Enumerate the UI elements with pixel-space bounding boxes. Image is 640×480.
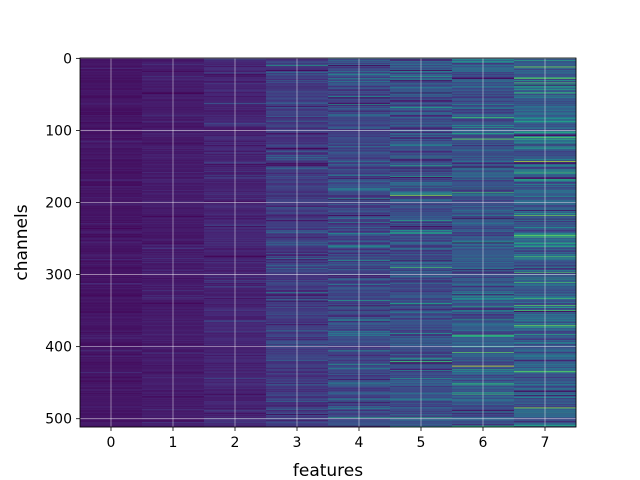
y-tick-label: 500	[45, 412, 72, 428]
x-tick-label: 2	[231, 435, 240, 451]
x-tick-label: 4	[355, 435, 364, 451]
y-tick-label: 0	[63, 51, 72, 67]
x-tick-label: 6	[479, 435, 488, 451]
plot-frame	[79, 57, 577, 428]
heatmap-cells	[80, 58, 577, 428]
y-tick-label: 100	[45, 123, 72, 139]
x-tick-label: 1	[169, 435, 178, 451]
grid	[80, 57, 576, 427]
y-tick-label: 300	[45, 268, 72, 284]
x-axis: 0 1 2 3 4 5 6 7	[107, 427, 550, 451]
x-tick-label: 3	[293, 435, 302, 451]
x-axis-label: features	[293, 461, 363, 480]
x-tick-label: 7	[541, 435, 550, 451]
y-tick-label: 200	[45, 196, 72, 212]
x-tick-label: 5	[417, 435, 426, 451]
y-axis: 0 100 200 300 400 500	[45, 51, 80, 428]
y-axis-label: channels	[12, 204, 32, 280]
y-tick-label: 400	[45, 340, 72, 356]
x-tick-label: 0	[107, 435, 116, 451]
